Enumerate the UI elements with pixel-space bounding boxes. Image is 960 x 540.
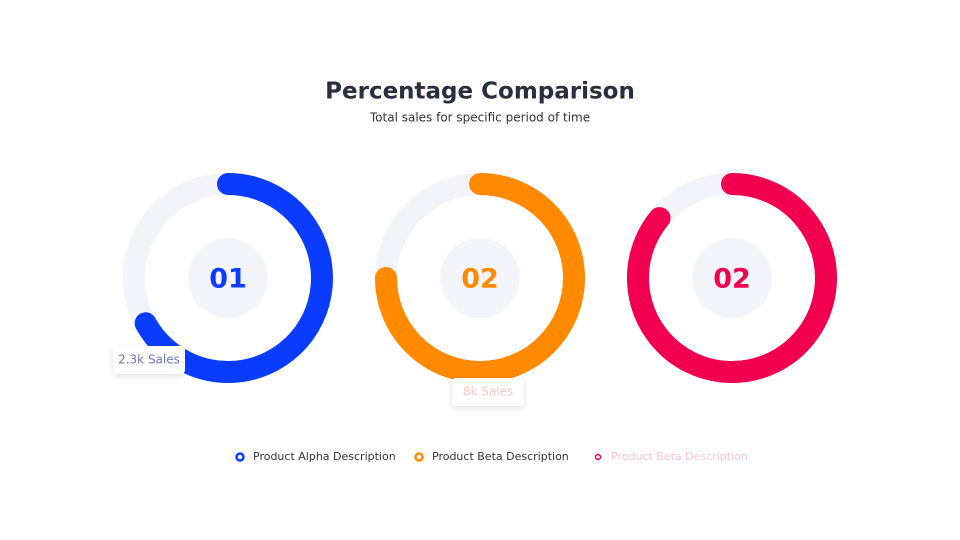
center-disc — [692, 238, 772, 318]
ring-arc — [375, 173, 585, 383]
legend-marker — [594, 453, 602, 461]
chart-title: Percentage Comparison — [325, 79, 635, 105]
callout: 8k Sales — [463, 385, 513, 399]
center-disc — [440, 238, 520, 318]
ring-arc — [134, 173, 333, 383]
legend-label: Product Beta Description — [432, 450, 569, 463]
legend-label: Product Alpha Description — [253, 450, 396, 463]
center-disc — [188, 238, 268, 318]
callout-box — [452, 378, 524, 406]
legend-marker — [414, 452, 424, 462]
callout: 2.3k Sales — [118, 353, 180, 367]
center-label: 01 — [209, 264, 247, 295]
chart-subtitle: Total sales for specific period of time — [369, 111, 590, 125]
center-label: 02 — [713, 264, 751, 295]
ring-arc — [627, 173, 837, 383]
callout-box — [113, 346, 185, 374]
center-label: 02 — [461, 264, 499, 295]
legend-label: Product Beta Description — [611, 450, 748, 463]
legend-marker — [235, 452, 245, 462]
